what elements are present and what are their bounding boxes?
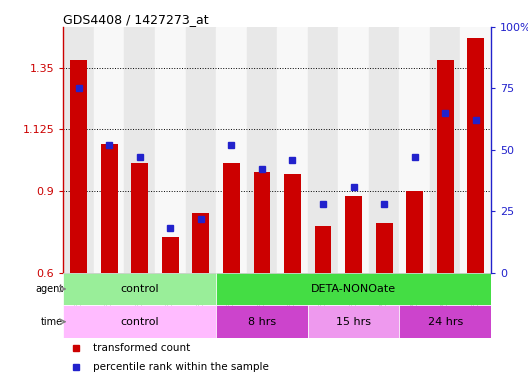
Bar [216,27,247,273]
Bar [369,27,399,273]
Text: GDS4408 / 1427273_at: GDS4408 / 1427273_at [63,13,209,26]
Bar [101,144,118,273]
Bar [345,196,362,273]
Text: 15 hrs: 15 hrs [336,317,371,327]
Bar [70,60,87,273]
Text: agent: agent [35,284,63,294]
Bar [125,27,155,273]
Bar [437,60,454,273]
Text: 8 hrs: 8 hrs [248,317,276,327]
Bar [315,226,332,273]
Bar [247,27,277,273]
Bar [216,273,491,305]
Bar [63,305,216,338]
Text: control: control [120,317,159,327]
Text: time: time [41,317,63,327]
Bar [162,237,178,273]
Bar [430,27,460,273]
Bar [338,27,369,273]
Bar [277,27,308,273]
Bar [406,191,423,273]
Text: percentile rank within the sample: percentile rank within the sample [93,362,269,372]
Bar [155,27,185,273]
Bar [63,27,94,273]
Bar [253,172,270,273]
Text: control: control [120,284,159,294]
Bar [308,27,338,273]
Bar [460,27,491,273]
Bar [376,223,392,273]
Bar [399,305,491,338]
Bar [284,174,301,273]
Bar [467,38,484,273]
Bar [399,27,430,273]
Bar [308,305,399,338]
Text: 24 hrs: 24 hrs [428,317,463,327]
Bar [63,273,216,305]
Bar [216,305,308,338]
Bar [94,27,125,273]
Text: transformed count: transformed count [93,343,191,353]
Bar [131,163,148,273]
Bar [192,212,209,273]
Text: DETA-NONOate: DETA-NONOate [311,284,396,294]
Bar [185,27,216,273]
Bar [223,163,240,273]
